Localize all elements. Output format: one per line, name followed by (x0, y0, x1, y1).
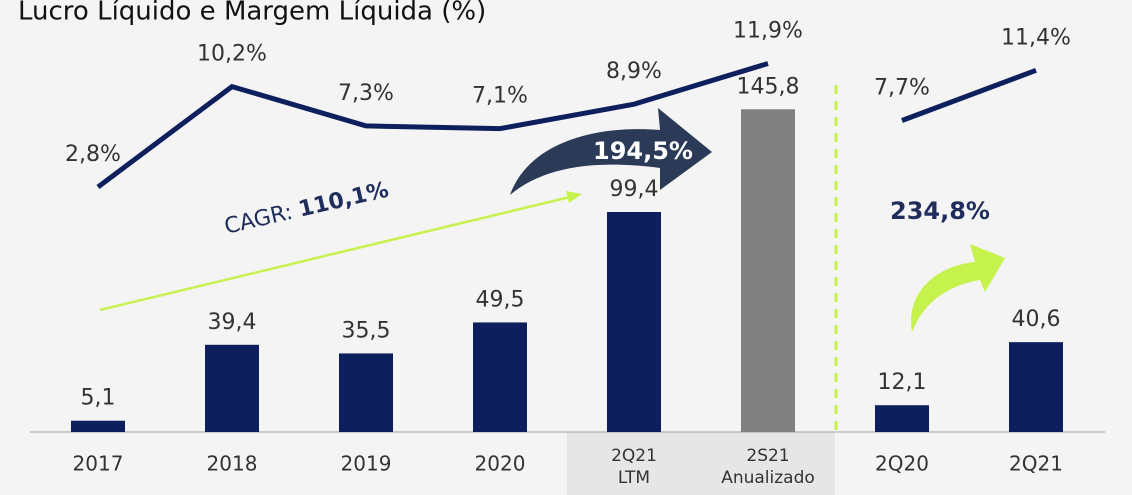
x-tick-label: LTM (618, 468, 650, 488)
chart-title: Lucro Líquido e Margem Líquida (%) (18, 0, 486, 27)
growth-ltm-label: 194,5% (593, 137, 693, 165)
x-tick-label: 2020 (475, 452, 526, 476)
x-tick-label: Anualizado (721, 468, 815, 488)
cagr-label-text: CAGR: (222, 200, 295, 240)
cagr-value: 110,1% (296, 178, 391, 223)
bar-value-label: 40,6 (1012, 307, 1061, 332)
bar (473, 322, 527, 432)
line-value-label: 11,9% (733, 19, 803, 44)
cagr-arrowhead (566, 191, 582, 203)
bar-value-label: 99,4 (610, 177, 659, 202)
x-tick-label: 2Q21 (611, 446, 657, 466)
x-tick-label: 2Q21 (1009, 452, 1063, 476)
margin-line (96, 61, 769, 190)
bar (607, 211, 661, 432)
line-value-label: 8,9% (606, 59, 662, 84)
x-tick-label: 2018 (207, 452, 258, 476)
bar (741, 109, 795, 433)
line-value-label: 10,2% (197, 42, 267, 67)
growth-arrow-quarter (911, 244, 1005, 332)
x-tick-label: 2Q20 (875, 452, 929, 476)
x-tick-label: 2017 (73, 452, 124, 476)
cagr-label: CAGR: 110,1% (222, 178, 391, 240)
growth-quarter-label: 234,8% (890, 197, 990, 225)
bar (205, 344, 259, 432)
bar-value-label: 12,1 (878, 370, 927, 395)
bar-value-label: 5,1 (81, 386, 116, 411)
highlight-band (567, 432, 835, 495)
bar (1009, 342, 1063, 432)
bar-value-label: 39,4 (208, 310, 257, 335)
bar (71, 420, 125, 432)
line-value-label: 7,1% (472, 84, 528, 109)
bar-value-label: 49,5 (476, 287, 525, 312)
line-value-label: 7,3% (338, 81, 394, 106)
bar (339, 353, 393, 432)
bar-value-label: 145,8 (737, 74, 800, 99)
margin-line (901, 67, 1037, 123)
growth-arrow-ltm (510, 108, 712, 195)
bar (875, 405, 929, 432)
x-tick-label: 2019 (341, 452, 392, 476)
line-value-label: 2,8% (65, 142, 121, 167)
bar-value-label: 35,5 (342, 318, 391, 343)
line-value-label: 11,4% (1001, 25, 1071, 50)
x-tick-label: 2S21 (746, 446, 789, 466)
cagr-arrow (99, 195, 571, 312)
line-value-label: 7,7% (874, 76, 930, 101)
